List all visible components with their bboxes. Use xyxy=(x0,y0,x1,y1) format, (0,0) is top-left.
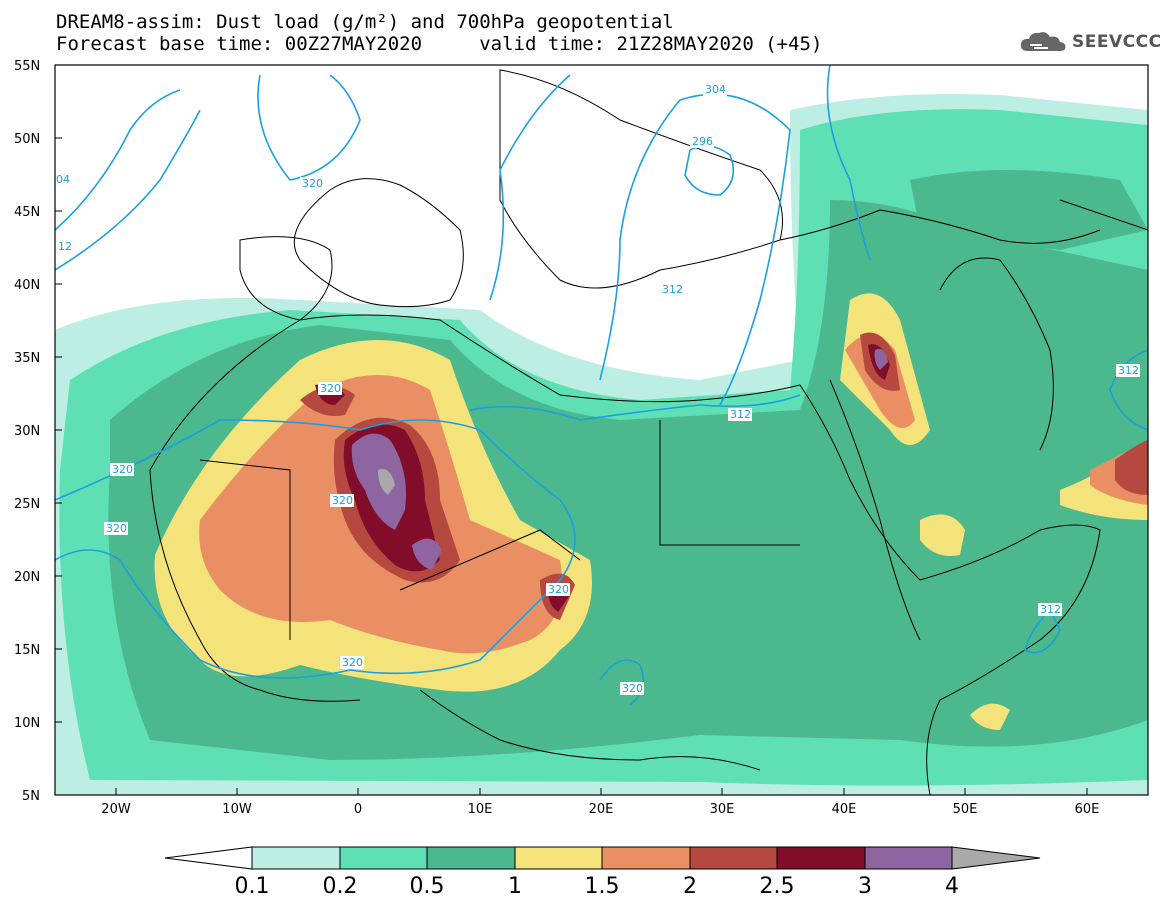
lon-label: 10E xyxy=(468,802,493,817)
contour-label: 320 xyxy=(622,682,643,695)
map-subtitle: Forecast base time: 00Z27MAY2020 valid t… xyxy=(56,33,823,55)
colorbar-swatch xyxy=(426,846,516,870)
lat-label: 40N xyxy=(14,278,40,293)
colorbar-label: 2.5 xyxy=(760,874,795,899)
colorbar-label: 1.5 xyxy=(585,874,620,899)
colorbar-swatch xyxy=(864,846,953,870)
lon-label: 60E xyxy=(1075,802,1100,817)
lat-label: 30N xyxy=(14,424,40,439)
lon-label: 0 xyxy=(354,802,362,817)
seevccc-logo: SEEVCCC xyxy=(1018,28,1162,56)
lat-label: 45N xyxy=(14,205,40,220)
colorbar-label: 0.5 xyxy=(410,874,445,899)
latitude-labels: 55N 50N 45N 40N 35N 30N 25N 20N 15N 10N … xyxy=(14,59,40,804)
lat-label: 25N xyxy=(14,497,40,512)
contour-label: 12 xyxy=(58,240,72,253)
contour-label: 296 xyxy=(692,135,713,148)
longitude-labels: 20W 10W 0 10E 20E 30E 40E 50E 60E xyxy=(101,802,1099,817)
lon-label: 40E xyxy=(832,802,857,817)
contour-label: 312 xyxy=(662,283,683,296)
lon-label: 20W xyxy=(101,802,131,817)
colorbar-label: 1 xyxy=(508,874,522,899)
contour-label: 320 xyxy=(332,494,353,507)
colorbar-swatch xyxy=(251,846,341,870)
map-title: DREAM8-assim: Dust load (g/m²) and 700hP… xyxy=(56,11,674,33)
lat-label: 55N xyxy=(14,59,40,74)
colorbar-label: 4 xyxy=(945,874,959,899)
colorbar-below-triangle xyxy=(164,846,253,870)
colorbar-swatch xyxy=(514,846,603,870)
lon-label: 20E xyxy=(589,802,614,817)
geopotential-contours xyxy=(55,65,1148,706)
colorbar-label: 2 xyxy=(683,874,697,899)
colorbar-swatch xyxy=(339,846,428,870)
colorbar-swatch xyxy=(601,846,691,870)
colorbar-label: 3 xyxy=(858,874,872,899)
contour-label: 312 xyxy=(730,408,751,421)
lat-label: 20N xyxy=(14,570,40,585)
colorbar-label: 0.1 xyxy=(235,874,270,899)
lat-label: 10N xyxy=(14,716,40,731)
axis-ticks xyxy=(55,64,1088,795)
coastlines xyxy=(149,69,1148,795)
colorbar-swatch xyxy=(776,846,866,870)
lon-label: 30E xyxy=(710,802,735,817)
lon-label: 10W xyxy=(222,802,252,817)
dust-field xyxy=(55,94,1148,795)
contour-label: 320 xyxy=(112,463,133,476)
colorbar-label: 0.2 xyxy=(323,874,358,899)
logo-text: SEEVCCC xyxy=(1072,32,1162,52)
colorbar: 0.1 0.2 0.5 1 1.5 2 2.5 3 4 xyxy=(164,846,1041,899)
contour-label: 320 xyxy=(302,177,323,190)
contour-labels: 304 296 312 320 320 320 320 320 320 320 … xyxy=(56,83,1140,695)
contour-label: 320 xyxy=(342,656,363,669)
contour-label: 312 xyxy=(1118,364,1139,377)
lat-label: 5N xyxy=(22,789,40,804)
lon-label: 50E xyxy=(953,802,978,817)
contour-label: 04 xyxy=(56,173,70,186)
contour-label: 320 xyxy=(320,382,341,395)
contour-label: 320 xyxy=(548,583,569,596)
contour-label: 320 xyxy=(106,522,127,535)
contour-label: 304 xyxy=(705,83,726,96)
lat-label: 35N xyxy=(14,351,40,366)
lat-label: 50N xyxy=(14,132,40,147)
colorbar-swatch xyxy=(689,846,778,870)
colorbar-above-triangle xyxy=(951,846,1041,870)
lat-label: 15N xyxy=(14,643,40,658)
cloud-icon xyxy=(1020,32,1066,51)
contour-label: 312 xyxy=(1040,603,1061,616)
